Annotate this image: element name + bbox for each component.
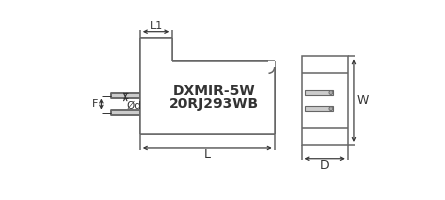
Text: 20RJ293WB: 20RJ293WB — [169, 97, 259, 111]
Text: Ød: Ød — [127, 101, 142, 111]
Bar — [111, 110, 140, 115]
Text: DXMIR-5W: DXMIR-5W — [173, 84, 255, 98]
Bar — [305, 90, 333, 95]
Text: F: F — [92, 99, 98, 109]
Bar — [302, 56, 348, 145]
Text: L: L — [204, 148, 211, 161]
Bar — [111, 93, 140, 98]
Text: L1: L1 — [150, 21, 163, 31]
Bar — [305, 106, 333, 111]
Bar — [140, 38, 172, 61]
Circle shape — [329, 107, 333, 111]
Text: W: W — [357, 94, 369, 107]
Circle shape — [329, 91, 333, 94]
Bar — [140, 61, 275, 134]
Text: D: D — [320, 159, 329, 172]
